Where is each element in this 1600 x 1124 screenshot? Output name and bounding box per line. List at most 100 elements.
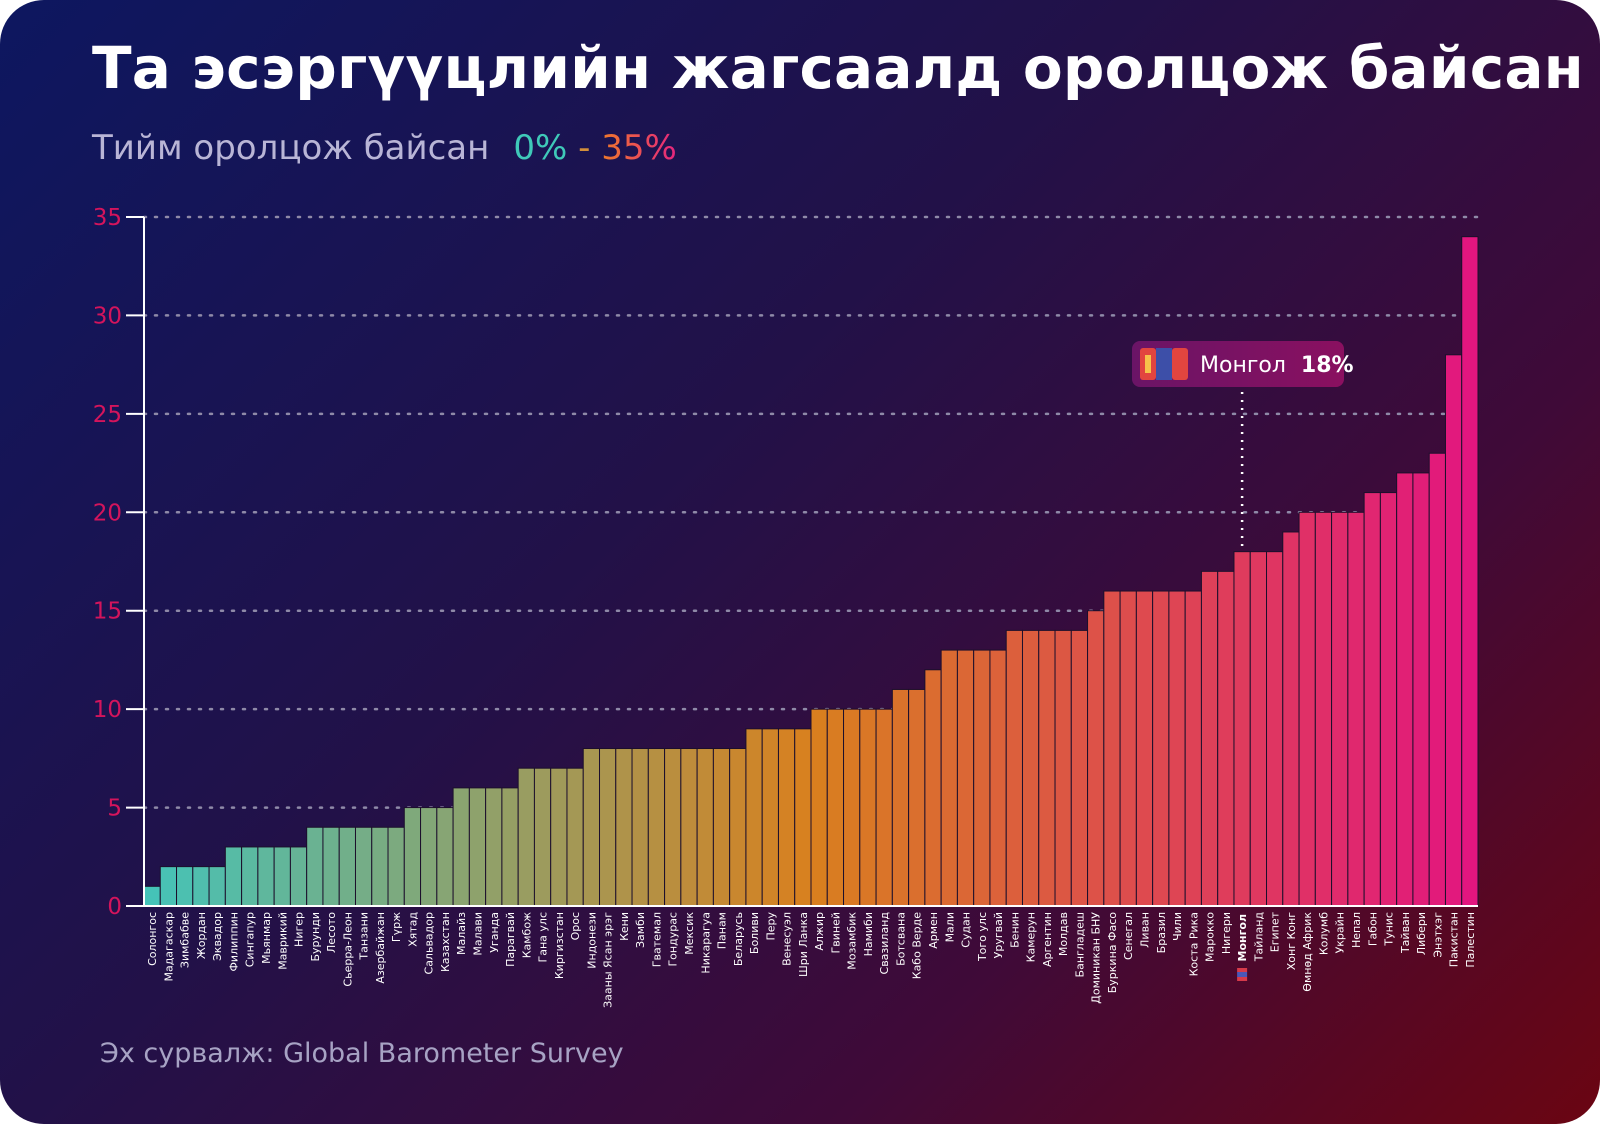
x-tick-label: Непал: [1350, 912, 1363, 948]
y-tick-label: 5: [107, 796, 122, 822]
x-tick-label: Хонг Конг: [1285, 912, 1298, 970]
bar: [777, 728, 796, 907]
bar: [647, 748, 666, 907]
x-tick-label: Бразил: [1155, 912, 1168, 953]
x-tick-label: Тунис: [1383, 912, 1396, 947]
x-tick-label: Венесуэл: [781, 912, 794, 966]
x-tick-label: Палестин: [1464, 912, 1477, 968]
x-tick-label: Уганда: [488, 912, 501, 953]
x-tick-label: Пакистан: [1448, 912, 1461, 967]
bar: [1461, 236, 1479, 907]
bar: [208, 866, 226, 907]
bar: [891, 688, 910, 907]
bar: [452, 787, 470, 907]
bar: [1184, 590, 1202, 907]
x-tick-label: Гондурас: [667, 912, 680, 967]
bar: [257, 846, 275, 907]
x-tick-label: Орос: [569, 912, 582, 940]
bar: [712, 748, 731, 907]
bar: [1087, 610, 1105, 907]
x-tick-label: Тайланд: [1252, 912, 1265, 963]
x-tick-label: Нигер: [293, 912, 306, 947]
x-tick-label: Украйн: [1334, 912, 1347, 953]
x-tick-label: Тайван: [1399, 912, 1412, 954]
chart-title: Та эсэргүүцлийн жагсаалд оролцож байсан …: [92, 34, 1600, 102]
x-tick-label: Буркина Фасо: [1106, 912, 1119, 994]
flag-right-band: [1172, 348, 1188, 380]
bars: [143, 236, 1479, 907]
x-tick-label: Мадагаскар: [162, 912, 175, 982]
bar: [436, 807, 454, 907]
x-tick-label: Эквадор: [211, 912, 224, 961]
x-tick-label: Бангладеш: [1073, 912, 1086, 977]
callout-label: Монгол 18%: [1200, 353, 1354, 378]
bar: [387, 826, 405, 907]
x-tick-label: Габон: [1366, 912, 1379, 946]
bar: [143, 885, 161, 907]
callout-value: 18%: [1301, 353, 1354, 378]
bar: [810, 708, 828, 907]
x-tick-label: Парагвай: [504, 912, 517, 967]
bar: [241, 846, 259, 907]
x-tick-label: Аргентин: [1041, 912, 1054, 967]
bar: [420, 807, 438, 907]
bar: [289, 846, 308, 907]
bar: [159, 866, 178, 907]
x-tick-label: Чили: [1171, 912, 1184, 941]
range-separator: -: [567, 128, 602, 168]
x-tick-label: Хятад: [406, 912, 419, 947]
x-tick-label: Боливи: [748, 912, 761, 954]
bar: [1103, 590, 1121, 907]
bar: [322, 826, 340, 907]
bar: [1298, 511, 1316, 907]
x-tick-label: Судан: [960, 912, 973, 948]
callout: Монгол 18%: [1132, 341, 1354, 387]
y-tick-label: 25: [93, 402, 122, 428]
bar: [1054, 629, 1072, 907]
x-tick-label: Камерун: [1025, 912, 1038, 962]
mongolia-flag-icon: [1237, 977, 1248, 981]
bar: [1119, 590, 1137, 907]
bar: [956, 649, 975, 907]
x-tick-label: Мали: [943, 912, 956, 942]
x-tick-label: Азербайжан: [374, 912, 387, 984]
bar: [1168, 590, 1186, 907]
x-tick-label: Коста Рика: [1187, 912, 1200, 976]
x-tick-label: Лесото: [325, 912, 338, 953]
x-tick-label: Намиби: [862, 912, 875, 956]
bar: [696, 748, 714, 907]
bar: [403, 807, 422, 907]
x-tick-label: Бенин: [1008, 912, 1021, 948]
bar: [1282, 531, 1300, 907]
bar: [631, 748, 649, 907]
x-tick-label: Кени: [618, 912, 631, 941]
bar: [940, 649, 958, 907]
bar: [729, 748, 747, 907]
x-tick-label: Шри Ланка: [797, 912, 810, 977]
bar: [306, 826, 324, 907]
mongolia-flag-icon: [1140, 348, 1188, 380]
x-tick-label: Зааны Ясан эрэг: [602, 912, 615, 1008]
bar: [1412, 472, 1430, 907]
bar: [1233, 551, 1251, 907]
bar: [224, 846, 243, 907]
x-tick-label: Гвиней: [829, 912, 842, 953]
x-tick-label: Сальвадор: [423, 912, 436, 974]
bar: [1135, 590, 1154, 907]
x-tick-label: Мозамбик: [846, 912, 859, 970]
bar: [1331, 511, 1349, 907]
bar: [533, 767, 552, 907]
range-high-label: 35%: [601, 128, 677, 168]
flag-middle-band: [1156, 348, 1172, 380]
x-tick-label: Сьерра-Леон: [341, 912, 354, 987]
x-tick-label: Танзани: [358, 912, 371, 961]
y-tick-label: 20: [93, 500, 122, 526]
x-tick-label: Панам: [716, 912, 729, 949]
mongolia-flag-icon: [1237, 972, 1248, 977]
y-tick-label: 0: [107, 894, 122, 920]
x-tick-label: Ливан: [1139, 912, 1152, 948]
bar: [615, 748, 633, 907]
x-tick-label: Нигери: [1220, 912, 1233, 954]
bar: [794, 728, 812, 907]
bar: [1070, 629, 1089, 907]
